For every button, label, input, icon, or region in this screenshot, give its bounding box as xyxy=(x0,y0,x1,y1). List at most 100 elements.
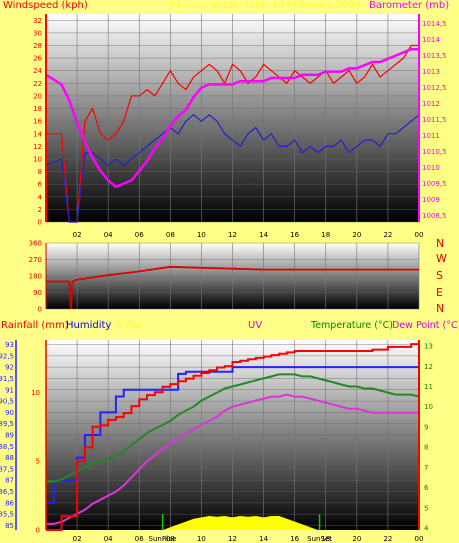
windspeed-tick-label: 20 xyxy=(33,92,42,100)
barometer-tick-label: 1013,5 xyxy=(422,52,447,60)
windspeed-tick-label: 2 xyxy=(38,206,42,214)
rainfall-tick-label: 0 xyxy=(36,527,40,535)
temperature-tick-label: 13 xyxy=(424,343,433,351)
series-humidity xyxy=(46,366,419,504)
humidity-tick-label: 85 xyxy=(5,522,14,530)
compass-w: W xyxy=(436,252,447,265)
wind-x-tick-label: 22 xyxy=(383,231,392,239)
barometer-tick-label: 1010,5 xyxy=(422,148,447,156)
compass-n-bottom: N xyxy=(436,302,445,315)
wind-x-tick-label: 10 xyxy=(197,231,206,239)
wind-x-tick-label: 00 xyxy=(415,231,424,239)
barometer-tick-label: 1014,5 xyxy=(422,20,447,28)
climate-x-tick-label: 20 xyxy=(352,535,361,543)
windspeed-tick-label: 22 xyxy=(33,80,42,88)
windspeed-tick-label: 16 xyxy=(33,118,42,126)
windspeed-tick-label: 14 xyxy=(33,130,42,138)
barometer-tick-label: 1009 xyxy=(422,196,440,204)
humidity-tick-label: 91,5 xyxy=(0,375,14,383)
windspeed-tick-label: 24 xyxy=(33,67,42,75)
compass-s: S xyxy=(436,269,443,282)
compass-e: E xyxy=(436,286,443,299)
series-windspeed xyxy=(46,44,419,223)
wind-x-tick-label: 20 xyxy=(352,231,361,239)
windspeed-tick-label: 30 xyxy=(33,29,42,37)
direction-tick-label: 360 xyxy=(29,240,42,248)
windspeed-tick-label: 8 xyxy=(38,168,42,176)
barometer-tick-label: 1011,5 xyxy=(422,116,447,124)
barometer-tick-label: 1009,5 xyxy=(422,180,447,188)
temperature-tick-label: 11 xyxy=(424,383,433,391)
windspeed-tick-label: 4 xyxy=(38,193,43,201)
windspeed-tick-label: 10 xyxy=(33,155,42,163)
humidity-tick-label: 87,5 xyxy=(0,465,14,473)
windspeed-tick-label: 28 xyxy=(33,42,42,50)
barometer-tick-label: 1011 xyxy=(422,132,440,140)
climate-x-tick-label: 10 xyxy=(197,535,206,543)
series-wind-direction xyxy=(46,265,419,310)
temperature-tick-label: 6 xyxy=(424,484,429,492)
climate-x-tick-label: 06 xyxy=(135,535,144,543)
series-rainfall xyxy=(46,340,420,531)
temperature-tick-label: 8 xyxy=(424,444,428,452)
temperature-tick-label: 12 xyxy=(424,363,433,371)
temperature-tick-label: 5 xyxy=(424,504,428,512)
humidity-tick-label: 92 xyxy=(5,364,14,372)
windspeed-tick-label: 32 xyxy=(33,17,42,25)
wind-x-tick-label: 04 xyxy=(104,231,113,239)
windspeed-axis-label: Windspeed (kph) xyxy=(3,0,88,11)
wind-x-tick-label: 08 xyxy=(166,231,175,239)
humidity-tick-label: 89,5 xyxy=(0,420,14,428)
temperature-tick-label: 7 xyxy=(424,464,428,472)
rainfall-tick-label: 10 xyxy=(31,389,40,397)
series-temperature xyxy=(46,373,420,483)
temperature-axis-label: Temperature (°C) xyxy=(311,320,393,331)
climate-x-tick-label: 16 xyxy=(290,535,299,543)
series-average-windspeed xyxy=(45,114,420,223)
direction-tick-label: 0 xyxy=(38,306,42,314)
barometer-tick-label: 1013 xyxy=(422,68,440,76)
wind-x-tick-label: 12 xyxy=(228,231,237,239)
barometer-axis-label: Barometer (mb) xyxy=(369,0,450,11)
uv-axis-label: UV xyxy=(248,320,263,331)
humidity-axis-label: Humidity xyxy=(66,320,112,331)
temperature-tick-label: 10 xyxy=(424,403,433,411)
barometer-tick-label: 1010 xyxy=(422,164,440,172)
series-solar xyxy=(46,516,419,530)
humidity-tick-label: 87 xyxy=(5,477,14,485)
barometer-tick-label: 1012,5 xyxy=(422,84,447,92)
climate-x-tick-label: 08 xyxy=(166,535,175,543)
humidity-tick-label: 89 xyxy=(5,432,14,440)
sunrise-label: SunRise xyxy=(149,535,177,543)
windspeed-tick-label: 18 xyxy=(33,105,42,113)
humidity-tick-label: 90 xyxy=(5,409,14,417)
barometer-tick-label: 1012 xyxy=(422,100,440,108)
climate-x-tick-label: 14 xyxy=(259,535,268,543)
direction-tick-label: 90 xyxy=(33,289,42,297)
series-dew-point xyxy=(46,393,419,525)
humidity-tick-label: 86 xyxy=(5,499,14,507)
temperature-tick-label: 9 xyxy=(424,423,428,431)
humidity-tick-label: 93 xyxy=(5,341,14,349)
windspeed-tick-label: 26 xyxy=(33,55,42,63)
wind-x-tick-label: 16 xyxy=(290,231,299,239)
climate-x-tick-label: 02 xyxy=(73,535,82,543)
wind-x-tick-label: 14 xyxy=(259,231,268,239)
wind-x-tick-label: 06 xyxy=(135,231,144,239)
rainfall-axis-label: Rainfall (mm) xyxy=(1,320,69,331)
windspeed-tick-label: 6 xyxy=(38,181,43,189)
windspeed-tick-label: 0 xyxy=(38,219,42,227)
humidity-tick-label: 91 xyxy=(5,386,14,394)
rainfall-tick-label: 5 xyxy=(36,458,40,466)
climate-x-tick-label: 00 xyxy=(415,535,424,543)
wind-x-tick-label: 02 xyxy=(73,231,82,239)
windspeed-tick-label: 12 xyxy=(33,143,42,151)
climate-x-tick-label: 22 xyxy=(383,535,392,543)
climate-x-tick-label: 12 xyxy=(228,535,237,543)
humidity-tick-label: 86,5 xyxy=(0,488,14,496)
compass-n-top: N xyxy=(436,237,445,250)
humidity-tick-label: 88,5 xyxy=(0,443,14,451)
solar-axis-label: Solar xyxy=(116,320,142,331)
direction-tick-label: 270 xyxy=(29,256,42,264)
humidity-tick-label: 85,5 xyxy=(0,511,14,519)
